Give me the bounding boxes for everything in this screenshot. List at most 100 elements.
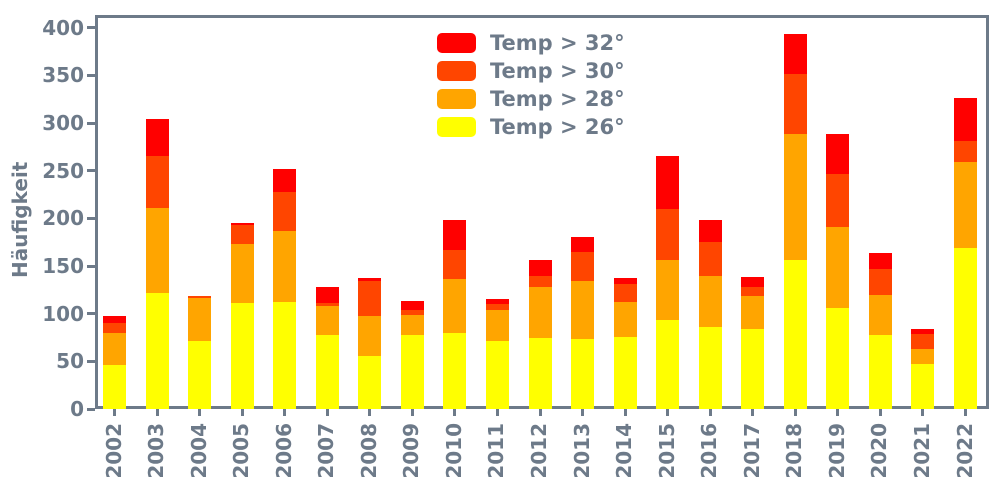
bar-2015 — [656, 155, 680, 409]
x-tick-mark — [198, 409, 202, 416]
x-tick-label: 2013 — [569, 423, 594, 479]
bar-segment — [613, 336, 637, 409]
y-tick-mark — [87, 264, 95, 268]
bar-segment — [698, 242, 722, 276]
bar-2019 — [826, 133, 850, 409]
bar-2009 — [400, 301, 424, 409]
x-tick-mark — [921, 409, 925, 416]
x-tick-mark — [453, 409, 457, 416]
y-tick-label: 400 — [42, 15, 84, 40]
bar-2013 — [571, 236, 595, 409]
y-tick-label: 200 — [42, 206, 84, 231]
bar-segment — [571, 281, 595, 340]
x-tick-label: 2009 — [399, 423, 424, 479]
legend-swatch — [437, 89, 476, 109]
legend-label: Temp > 32° — [490, 31, 625, 55]
bar-segment — [485, 299, 509, 305]
x-tick-label: 2014 — [612, 423, 637, 479]
x-tick-label: 2021 — [909, 423, 934, 479]
y-tick-mark — [87, 359, 95, 363]
bar-2021 — [911, 328, 935, 409]
x-tick-label: 2005 — [229, 423, 254, 479]
x-tick-mark — [283, 409, 287, 416]
bar-segment — [826, 173, 850, 227]
bar-segment — [783, 33, 807, 74]
bar-segment — [358, 355, 382, 409]
bar-2014 — [613, 278, 637, 409]
bar-2018 — [783, 33, 807, 409]
x-tick-label: 2003 — [144, 423, 169, 479]
legend-swatch — [437, 33, 476, 53]
x-tick-label: 2022 — [952, 423, 977, 479]
x-tick-label: 2011 — [484, 423, 509, 479]
bar-segment — [911, 348, 935, 365]
bar-segment — [230, 303, 254, 409]
bar-segment — [145, 155, 169, 208]
bar-segment — [826, 307, 850, 409]
bar-segment — [400, 309, 424, 315]
bar-2002 — [103, 315, 126, 409]
bar-segment — [868, 294, 892, 335]
bar-segment — [485, 309, 509, 342]
x-tick-label: 2016 — [697, 423, 722, 479]
bar-segment — [783, 260, 807, 409]
bar-2020 — [868, 252, 892, 409]
bar-2006 — [273, 168, 297, 409]
bar-segment — [954, 98, 977, 142]
bar-2008 — [358, 277, 382, 409]
x-tick-label: 2004 — [186, 423, 211, 479]
y-tick-mark — [87, 312, 95, 316]
bar-segment — [188, 298, 212, 342]
bar-segment — [656, 320, 680, 409]
bar-segment — [358, 277, 382, 282]
x-tick-label: 2007 — [314, 423, 339, 479]
bar-segment — [656, 155, 680, 209]
y-tick-label: 50 — [56, 349, 84, 374]
x-tick-mark — [538, 409, 542, 416]
bar-2004 — [188, 295, 212, 409]
legend-entry: Temp > 26° — [437, 115, 625, 139]
y-tick-mark — [87, 216, 95, 220]
legend-entry: Temp > 28° — [437, 87, 625, 111]
x-tick-label: 2019 — [824, 423, 849, 479]
bar-segment — [315, 303, 339, 307]
bar-segment — [103, 332, 126, 366]
bar-segment — [230, 225, 254, 245]
y-tick-label: 150 — [42, 254, 84, 279]
x-tick-mark — [368, 409, 372, 416]
x-tick-mark — [836, 409, 840, 416]
y-tick-label: 0 — [70, 397, 84, 421]
x-tick-label: 2002 — [101, 423, 126, 479]
x-tick-mark — [793, 409, 797, 416]
bar-segment — [826, 133, 850, 174]
bar-segment — [613, 302, 637, 337]
legend-label: Temp > 28° — [490, 87, 625, 111]
x-tick-mark — [325, 409, 329, 416]
x-tick-mark — [751, 409, 755, 416]
bar-segment — [571, 339, 595, 409]
bar-segment — [741, 287, 765, 296]
bar-2003 — [145, 119, 169, 409]
x-tick-label: 2017 — [739, 423, 764, 479]
bar-segment — [188, 341, 212, 409]
bar-segment — [485, 304, 509, 310]
bar-segment — [230, 223, 254, 226]
bar-2005 — [230, 223, 254, 409]
bar-segment — [868, 334, 892, 409]
y-tick-mark — [87, 26, 95, 30]
bar-segment — [443, 249, 467, 280]
bar-segment — [103, 315, 126, 324]
bar-segment — [911, 333, 935, 349]
x-tick-mark — [113, 409, 116, 416]
bar-segment — [783, 133, 807, 261]
bar-segment — [400, 301, 424, 310]
bar-2007 — [315, 287, 339, 409]
bar-segment — [528, 275, 552, 288]
bar-segment — [868, 252, 892, 269]
bar-segment — [826, 226, 850, 308]
bar-2016 — [698, 220, 722, 409]
x-tick-label: 2018 — [782, 423, 807, 479]
x-tick-label: 2012 — [527, 423, 551, 479]
bar-segment — [656, 260, 680, 321]
